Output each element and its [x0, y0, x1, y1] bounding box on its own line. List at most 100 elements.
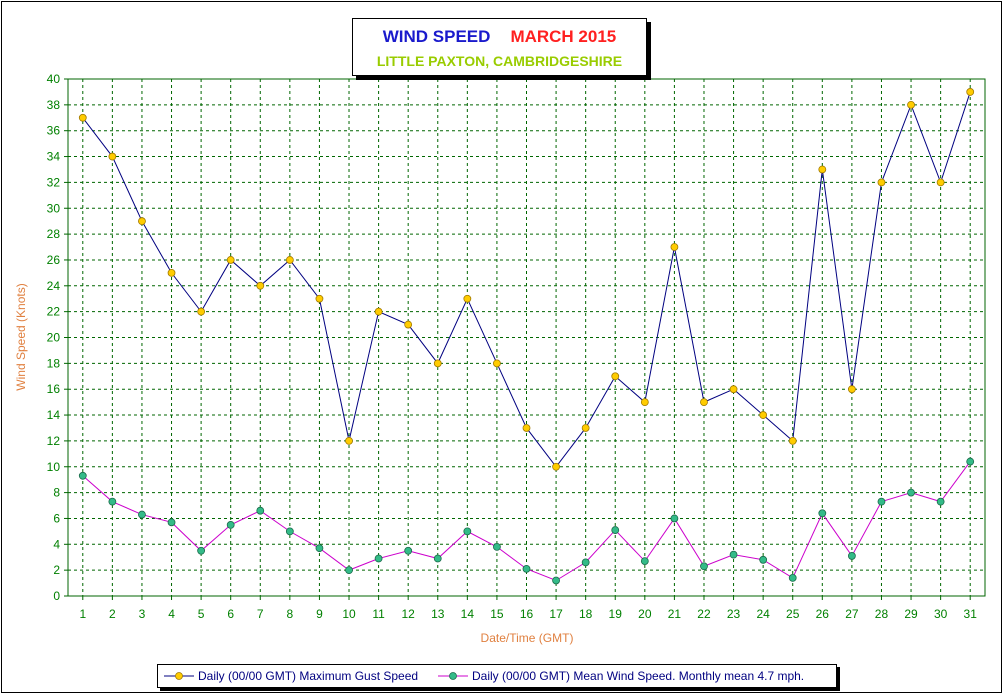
x-tick-label: 9 [316, 607, 323, 621]
x-tick-label: 26 [816, 607, 830, 621]
gust-point [197, 307, 206, 316]
mean-point [966, 457, 975, 466]
mean-point [759, 555, 768, 564]
legend-gust-swatch [164, 672, 194, 680]
mean-point [581, 558, 590, 567]
mean-point [522, 564, 531, 573]
x-tick-label: 15 [490, 607, 504, 621]
x-tick-label: 3 [139, 607, 146, 621]
gust-point [966, 88, 975, 96]
gust-point [759, 411, 768, 419]
mean-point [788, 574, 797, 582]
x-tick-label: 7 [257, 607, 264, 621]
gust-point [285, 256, 294, 264]
mean-point [611, 526, 620, 534]
gust-point [167, 268, 176, 277]
mean-point [138, 510, 146, 519]
mean-point [256, 506, 265, 515]
mean-point [877, 497, 886, 506]
y-tick-label: 32 [47, 175, 61, 189]
gust-point [611, 372, 620, 381]
x-tick-label: 16 [520, 607, 534, 621]
mean-point [197, 546, 206, 555]
mean-point [463, 527, 472, 536]
x-tick-label: 10 [342, 607, 356, 621]
gust-point [138, 217, 146, 226]
mean-point [729, 550, 738, 559]
x-tick-label: 12 [401, 607, 415, 621]
x-tick-label: 22 [697, 607, 711, 621]
y-tick-label: 14 [47, 408, 61, 422]
gust-point [818, 165, 827, 174]
grid [68, 79, 985, 596]
x-tick-label: 13 [431, 607, 445, 621]
y-tick-label: 2 [53, 563, 60, 577]
y-tick-label: 12 [47, 434, 61, 448]
x-tick-label: 28 [875, 607, 889, 621]
mean-point [818, 509, 827, 518]
x-tick-label: 11 [372, 607, 385, 621]
gust-point [374, 307, 383, 316]
x-tick-label: 24 [756, 607, 770, 621]
mean-point [345, 566, 353, 575]
y-tick-label: 20 [47, 331, 61, 345]
y-tick-label: 6 [53, 511, 60, 525]
y-tick-label: 36 [47, 124, 61, 138]
title-main: WIND SPEED [382, 27, 491, 46]
y-tick-label: 4 [53, 537, 60, 551]
y-tick-label: 8 [53, 486, 60, 500]
gust-point [877, 178, 886, 187]
y-tick-label: 40 [47, 72, 61, 86]
y-axis-label: Wind Speed (Knots) [14, 283, 28, 390]
gust-point [847, 385, 856, 394]
mean-point [700, 562, 708, 571]
mean-series-line [82, 461, 971, 582]
y-tick-label: 34 [47, 150, 61, 164]
x-tick-label: 5 [198, 607, 205, 621]
gust-point [670, 243, 679, 251]
legend-gust-label: Daily (00/00 GMT) Maximum Gust Speed [198, 669, 419, 683]
mean-point [907, 488, 915, 497]
x-tick-label: 31 [964, 607, 978, 621]
mean-point [315, 544, 324, 553]
y-tick-label: 0 [53, 589, 60, 603]
x-tick-label: 19 [609, 607, 623, 621]
y-tick-label: 30 [47, 201, 61, 215]
mean-point [670, 514, 679, 523]
x-tick-label: 17 [549, 607, 563, 621]
x-tick-label: 18 [579, 607, 593, 621]
gust-point [493, 359, 501, 368]
title-period: MARCH 2015 [510, 27, 617, 46]
gust-point [108, 152, 117, 161]
gust-point [78, 113, 87, 122]
x-tick-label: 25 [786, 607, 800, 621]
legend: Daily (00/00 GMT) Maximum Gust Speed Dai… [157, 664, 837, 688]
mean-point [847, 552, 856, 560]
x-tick-label: 27 [845, 607, 859, 621]
gust-point [522, 424, 531, 432]
y-tick-label: 24 [47, 279, 61, 293]
mean-point [78, 471, 87, 480]
gust-point [729, 385, 738, 394]
mean-point [640, 557, 649, 566]
x-tick-label: 23 [727, 607, 741, 621]
x-axis-label: Date/Time (GMT) [481, 631, 574, 645]
gust-point [256, 281, 265, 290]
chart-subtitle: LITTLE PAXTON, CAMBRIDGESHIRE [376, 53, 623, 69]
y-tick-label: 28 [47, 227, 61, 241]
x-tick-label: 6 [227, 607, 234, 621]
mean-point [493, 542, 501, 551]
gust-point [640, 398, 649, 407]
gust-point [788, 436, 797, 445]
x-tick-label: 20 [638, 607, 652, 621]
gust-point [315, 294, 324, 303]
gust-point [463, 294, 472, 303]
gust-point [581, 424, 590, 432]
mean-point [552, 576, 560, 585]
gust-point [226, 256, 235, 264]
chart-title-box: WIND SPEED MARCH 2015 LITTLE PAXTON, CAMB… [352, 18, 647, 76]
x-tick-label: 2 [109, 607, 116, 621]
